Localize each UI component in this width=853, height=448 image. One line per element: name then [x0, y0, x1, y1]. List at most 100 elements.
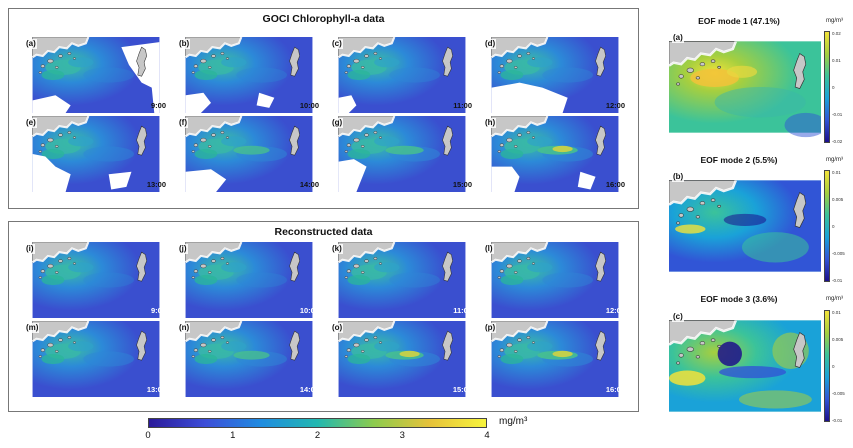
eof-map-panel: (c): [669, 310, 821, 422]
island: [497, 355, 501, 358]
island: [67, 52, 72, 55]
panel-time: 9:00: [150, 306, 166, 315]
panel-time: 11:00: [453, 306, 472, 315]
island: [220, 52, 225, 55]
plume-patch: [500, 148, 524, 160]
plume-patch: [389, 67, 440, 83]
map-panel: (l) 12:00: [481, 242, 629, 318]
panel-time: 13:00: [146, 385, 166, 394]
plume-patch: [221, 262, 247, 273]
tsushima-island: [136, 330, 147, 361]
panel-label: (i): [25, 244, 35, 254]
tsushima-island: [793, 192, 807, 228]
island: [364, 259, 369, 263]
island: [676, 361, 681, 365]
island: [699, 62, 706, 67]
map-svg: [669, 40, 821, 138]
plume-patch: [542, 67, 593, 83]
panel-label: (m): [25, 323, 40, 333]
coast-mask: [338, 116, 396, 138]
colorbar-tick-label: 0: [145, 430, 151, 441]
plume-patch: [552, 145, 573, 153]
plume-patch: [83, 67, 134, 83]
map-svg: [32, 242, 160, 318]
map-svg: [338, 242, 466, 318]
island: [193, 269, 198, 273]
plume-patch: [723, 213, 767, 226]
island: [47, 263, 54, 269]
eof-colorbar-tick: -0.02: [832, 139, 843, 144]
island: [676, 82, 681, 86]
cloud-gap: [577, 171, 596, 190]
island: [193, 348, 198, 352]
island: [38, 71, 42, 74]
eof-unit-label: mg/m³: [826, 296, 843, 302]
map-panel: (n) 14:00: [175, 321, 323, 397]
cloud-gap: [185, 169, 227, 192]
island: [72, 136, 76, 139]
cloud-gap: [108, 171, 132, 190]
plume-patch: [374, 57, 400, 68]
plume-patch: [41, 69, 65, 81]
map-panel: (h) 16:00: [481, 116, 629, 192]
eof-colorbar-tick: 0.005: [832, 197, 844, 202]
island: [346, 143, 351, 147]
island: [40, 64, 45, 68]
island: [193, 64, 198, 68]
panel-time: 16:00: [605, 180, 625, 189]
coast-mask: [338, 37, 396, 59]
island: [517, 259, 522, 263]
plume-patch: [726, 65, 758, 78]
map-panel: (e) 13:00: [22, 116, 170, 192]
plume-patch: [68, 341, 94, 352]
island: [220, 131, 225, 134]
plume-patch: [41, 148, 65, 160]
map-svg: [491, 321, 619, 397]
plume-patch: [233, 145, 270, 155]
eof-colorbar: [824, 31, 830, 143]
eof-colorbar-tick: -0.01: [832, 418, 843, 423]
island: [686, 206, 694, 212]
plume-patch: [221, 341, 247, 352]
panel-label: (k): [331, 244, 343, 254]
plume-patch: [784, 112, 821, 138]
eof-colorbar-tick: 0.02: [832, 31, 841, 36]
coast-mask: [669, 319, 738, 346]
cloud-gap: [338, 95, 357, 113]
coast-mask: [669, 179, 738, 206]
eof-panel-label: (c): [672, 312, 684, 322]
map-svg: [338, 116, 466, 192]
island: [531, 57, 535, 60]
island: [67, 131, 72, 134]
tsushima-island: [595, 46, 606, 77]
panel-time: 12:00: [605, 101, 625, 110]
island: [526, 131, 531, 134]
island: [531, 136, 535, 139]
island: [220, 336, 225, 339]
island: [200, 58, 207, 64]
coast-mask: [185, 116, 243, 138]
island: [211, 54, 216, 58]
island: [513, 350, 518, 353]
eof-colorbar-tick: 0.01: [832, 58, 841, 63]
island: [506, 137, 513, 143]
panel-label: (c): [331, 39, 343, 49]
island: [499, 269, 504, 273]
eof-panel-label: (b): [672, 172, 685, 182]
plume-patch: [236, 272, 287, 288]
colorbar-tick-label: 3: [399, 430, 405, 441]
island: [717, 344, 721, 348]
plume-patch: [68, 262, 94, 273]
island: [676, 221, 681, 225]
map-svg: [669, 179, 821, 272]
island: [58, 54, 63, 58]
island: [699, 341, 706, 346]
eof-mode-title: EOF mode 1 (47.1%): [698, 16, 780, 26]
island: [710, 59, 716, 63]
plume-patch: [719, 366, 787, 379]
plume-patch: [41, 274, 65, 286]
tsushima-island: [793, 332, 807, 368]
island: [58, 133, 63, 137]
island: [678, 213, 684, 218]
map-panel: (f) 14:00: [175, 116, 323, 192]
